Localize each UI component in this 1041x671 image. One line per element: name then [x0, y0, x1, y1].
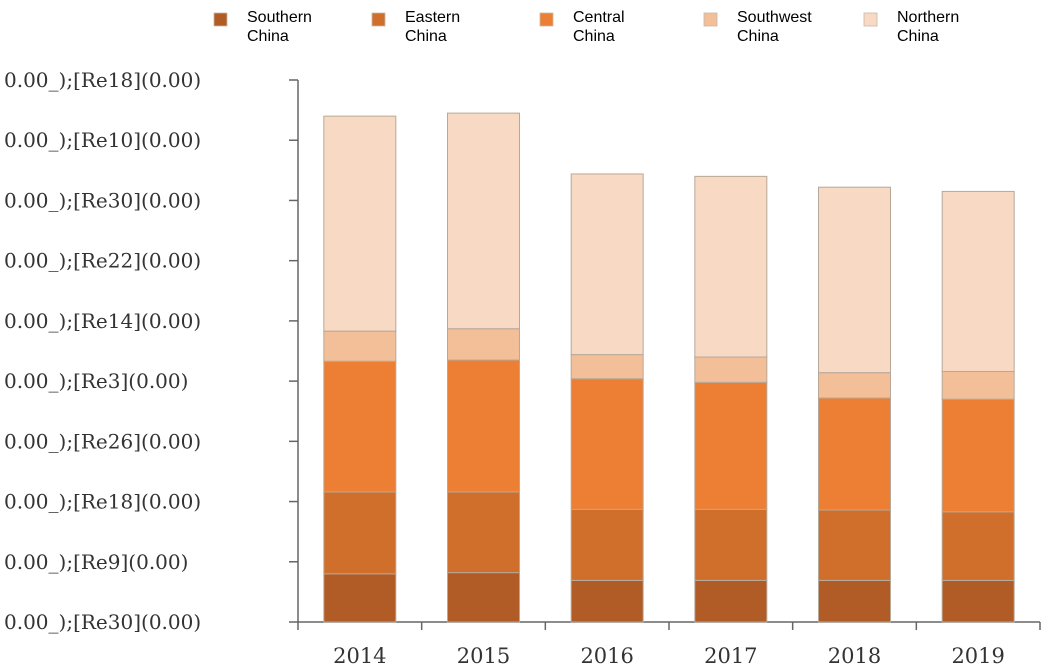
bar-segment — [447, 328, 520, 361]
bar-segment — [818, 579, 891, 623]
legend-item: Northern China — [863, 9, 959, 45]
legend-label: Southern China — [247, 9, 312, 45]
legend-label: Southwest China — [737, 9, 812, 45]
x-axis: 2014 2015 2016 2017 2018 2019 — [297, 621, 1041, 668]
bar-segment — [570, 508, 644, 581]
bar-segment — [323, 115, 397, 332]
bar-segment — [941, 370, 1015, 400]
bar-segment — [818, 186, 891, 374]
x-tick-label: 2017 — [704, 644, 757, 668]
bar-segment — [570, 378, 644, 510]
y-axis: 0.00_);[Re30](0.00) 0.00_);[Re9](0.00) 0.0… — [4, 68, 299, 634]
bar-segment — [323, 330, 397, 362]
x-tick-label: 2016 — [580, 644, 633, 668]
bar-segment — [694, 579, 768, 623]
y-tick-label: 0.00_);[Re3](0.00) — [4, 369, 188, 393]
bar-segment — [941, 579, 1015, 623]
bar-segment — [447, 359, 520, 493]
bar-segment — [570, 354, 644, 380]
legend-swatch — [539, 12, 554, 27]
legend-label: Central China — [573, 9, 625, 45]
bar-segment — [447, 112, 520, 330]
bar-segment — [570, 173, 644, 356]
bar-segment — [323, 573, 397, 623]
bar-segment — [818, 397, 891, 511]
x-tick-label: 2015 — [457, 644, 510, 668]
legend-label: Eastern China — [405, 9, 460, 45]
bar-segment — [694, 356, 768, 383]
x-tick-label: 2014 — [333, 644, 386, 668]
bars — [323, 112, 1015, 623]
x-tick-label: 2019 — [951, 644, 1004, 668]
y-tick-label: 0.00_);[Re14](0.00) — [4, 309, 201, 333]
y-tick-label: 0.00_);[Re26](0.00) — [4, 429, 201, 453]
legend: Southern China Eastern China Central China Sou… — [213, 9, 959, 45]
bar-segment — [323, 491, 397, 575]
legend-swatch — [371, 12, 386, 27]
legend-swatch — [703, 12, 718, 27]
bar-segment — [570, 579, 644, 623]
y-tick-label: 0.00_);[Re10](0.00) — [4, 128, 201, 152]
y-tick-label: 0.00_);[Re30](0.00) — [4, 188, 201, 212]
bar-segment — [941, 398, 1015, 513]
bar-segment — [694, 508, 768, 581]
bar-segment — [694, 175, 768, 358]
legend-swatch — [213, 12, 228, 27]
bar-segment — [941, 511, 1015, 581]
y-tick-label: 0.00_);[Re30](0.00) — [4, 610, 201, 634]
legend-item: Eastern China — [371, 9, 460, 45]
legend-item: Southwest China — [703, 9, 812, 45]
y-tick-label: 0.00_);[Re18](0.00) — [4, 490, 201, 514]
bar-segment — [818, 509, 891, 581]
legend-item: Central China — [539, 9, 625, 45]
legend-swatch — [863, 12, 878, 27]
x-tick-label: 2018 — [828, 644, 881, 668]
bar-segment — [323, 360, 397, 493]
bar-segment — [447, 491, 520, 574]
bar-segment — [694, 381, 768, 510]
y-tick-label: 0.00_);[Re9](0.00) — [4, 550, 188, 574]
bar-segment — [447, 572, 520, 623]
y-tick-label: 0.00_);[Re22](0.00) — [4, 249, 201, 273]
y-tick-label: 0.00_);[Re18](0.00) — [4, 68, 201, 92]
bar-segment — [818, 372, 891, 399]
legend-label: Northern China — [897, 9, 959, 45]
legend-item: Southern China — [213, 9, 312, 45]
bar-segment — [941, 190, 1015, 372]
